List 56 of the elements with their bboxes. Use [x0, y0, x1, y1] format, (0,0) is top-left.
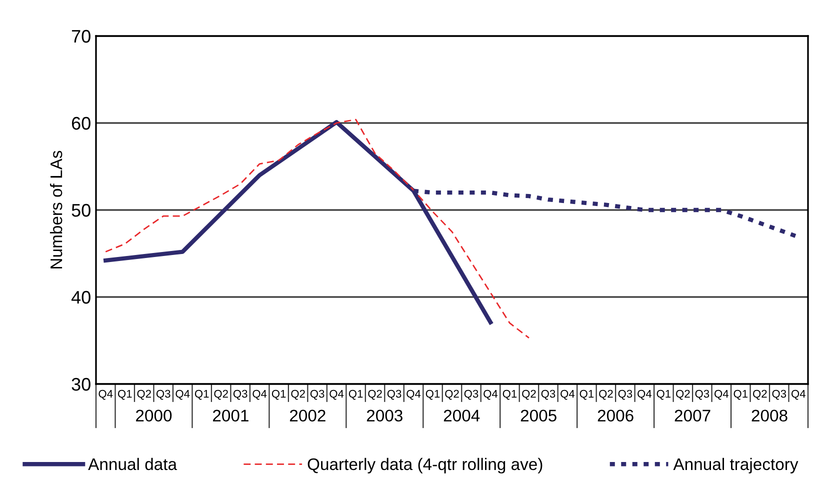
x-tick-label: Q4 — [714, 390, 728, 400]
x-tick-label: Q3 — [310, 390, 324, 400]
text: 2001 — [213, 410, 248, 422]
y-tick-label: 60 — [72, 116, 90, 130]
text: 2006 — [598, 410, 634, 422]
text: 2007 — [674, 410, 710, 422]
x-tick-label: Q4 — [330, 390, 344, 400]
x-tick-label: Q3 — [541, 390, 556, 400]
x-tick-label: Q2 — [753, 390, 767, 400]
x-tick-label: Q4 — [406, 390, 421, 400]
y-tick-label: 30 — [72, 378, 90, 391]
x-tick-label: Q3 — [772, 390, 786, 400]
text: 2000 — [136, 410, 172, 422]
x-tick-label: Q1 — [426, 390, 440, 400]
text: 2004 — [444, 410, 480, 422]
x-tick-label: Q3 — [695, 390, 710, 400]
y-tick-label: 50 — [72, 204, 90, 217]
x-tick-label: Q4 — [176, 390, 190, 400]
x-tick-label: Q1 — [348, 390, 363, 400]
x-tick-label: Q1 — [734, 390, 748, 400]
y-axis-title: Numbers of LAs — [50, 150, 62, 268]
x-tick-label: Q3 — [233, 390, 248, 400]
x-tick-label: Q2 — [291, 390, 305, 400]
x-tick-label: Q1 — [502, 390, 517, 400]
x-tick-label: Q1 — [580, 390, 594, 400]
x-tick-label: Q1 — [194, 390, 209, 400]
text: 2005 — [520, 410, 556, 422]
x-tick-label: Q4 — [638, 390, 652, 400]
x-tick-label: Q4 — [560, 390, 575, 400]
x-tick-label: Q2 — [522, 390, 536, 400]
text: 2002 — [290, 410, 326, 422]
x-tick-label: Q3 — [618, 390, 632, 400]
x-tick-label: Q2 — [599, 390, 613, 400]
x-tick-label: Q4 — [252, 390, 267, 400]
legend-label: Quarterly data (4-qtr rolling ave) — [308, 458, 542, 474]
x-tick-label: Q2 — [368, 390, 382, 400]
x-tick-label: Q4 — [98, 390, 113, 400]
y-tick-label: 70 — [72, 30, 90, 43]
x-tick-label: Q2 — [214, 390, 228, 400]
y-tick-label: 40 — [71, 290, 90, 304]
line-series — [104, 118, 530, 339]
x-tick-label: Q4 — [791, 390, 806, 400]
x-tick-label: Q1 — [656, 390, 671, 400]
x-tick-label: Q1 — [118, 390, 132, 400]
x-tick-label: Q3 — [464, 390, 478, 400]
text: 2008 — [752, 410, 788, 422]
x-tick-label: Q2 — [676, 390, 690, 400]
x-tick-label: Q3 — [156, 390, 170, 400]
text: 2003 — [366, 410, 402, 422]
x-tick-label: Q4 — [484, 390, 498, 400]
legend-label: Annual trajectory — [673, 458, 798, 474]
x-tick-label: Q1 — [272, 390, 286, 400]
legend-label: Annual data — [88, 458, 178, 470]
x-tick-label: Q2 — [445, 390, 459, 400]
x-tick-label: Q3 — [387, 390, 402, 400]
x-tick-label: Q2 — [137, 390, 151, 400]
